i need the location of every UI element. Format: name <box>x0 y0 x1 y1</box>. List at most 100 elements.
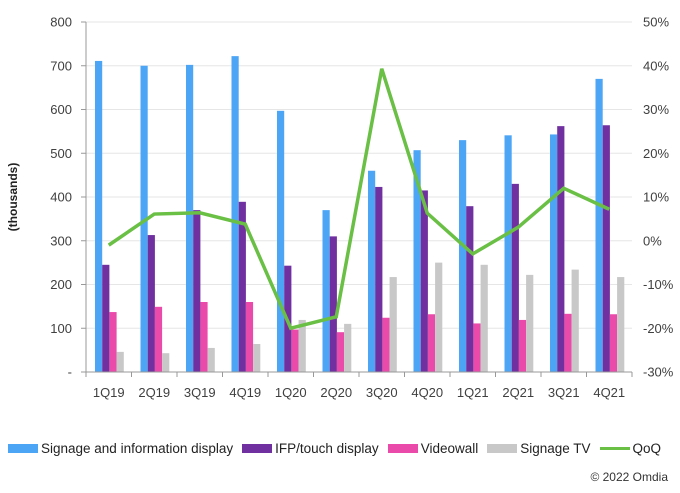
copyright: © 2022 Omdia <box>590 470 668 484</box>
legend-item-qoq: QoQ <box>599 441 662 456</box>
bar-videowall <box>427 314 436 372</box>
bar-ifp-touch-display <box>102 264 110 372</box>
x-tick-label: 3Q21 <box>548 385 580 400</box>
bar-videowall <box>382 317 390 372</box>
bar-ifp-touch-display <box>420 190 428 372</box>
bar-signage-tv <box>526 274 534 372</box>
bar-videowall <box>109 312 117 372</box>
legend-swatch-qoq <box>599 447 630 450</box>
bar-signage-tv <box>435 262 443 372</box>
bar-ifp-touch-display <box>466 206 474 372</box>
bar-signage-and-information-display <box>277 110 285 372</box>
x-tick-label: 1Q20 <box>275 385 307 400</box>
axes <box>81 21 633 377</box>
bar-signage-and-information-display <box>504 135 512 372</box>
bar-signage-and-information-display <box>186 64 194 372</box>
legend-item-signage-tv: Signage TV <box>487 441 591 456</box>
x-tick-label: 3Q20 <box>366 385 398 400</box>
x-tick-label: 4Q20 <box>411 385 443 400</box>
bar-ifp-touch-display <box>238 201 246 372</box>
bar-signage-tv <box>617 277 625 372</box>
bar-videowall <box>518 319 527 372</box>
bar-signage-and-information-display <box>95 60 103 372</box>
x-tick-label: 2Q20 <box>320 385 352 400</box>
x-tick-label: 4Q19 <box>229 385 261 400</box>
legend: Signage and information display IFP/touc… <box>8 441 678 456</box>
y2-tick-label: 20% <box>643 146 669 161</box>
y-axis-label: (thousands) <box>6 163 20 232</box>
bar-signage-and-information-display <box>550 134 558 372</box>
bar-signage-tv <box>571 269 579 372</box>
bar-signage-and-information-display <box>413 150 421 372</box>
legend-label-qoq: QoQ <box>632 441 662 456</box>
bar-ifp-touch-display <box>375 186 383 372</box>
legend-label-ifp: IFP/touch display <box>275 441 379 456</box>
legend-label-signage: Signage and information display <box>41 441 234 456</box>
bar-signage-and-information-display <box>595 78 603 372</box>
y-tick-label: 100 <box>50 321 72 336</box>
y-tick-label: 500 <box>50 146 72 161</box>
x-tick-label: 2Q21 <box>502 385 534 400</box>
bar-signage-tv <box>298 319 306 372</box>
y2-tick-label: 40% <box>643 58 669 73</box>
y-tick-label: 400 <box>50 190 72 205</box>
bar-signage-tv <box>389 277 397 372</box>
qoq-line <box>107 68 610 331</box>
qoq-line-layer <box>107 68 610 331</box>
bar-signage-tv <box>480 264 488 372</box>
y2-tick-label: -20% <box>643 321 674 336</box>
bar-videowall <box>473 323 481 372</box>
legend-item-signage: Signage and information display <box>8 441 233 456</box>
bar-ifp-touch-display <box>193 210 201 372</box>
y2-axis-ticks: -30% -20% -10% 0% 10% 20% 30% 40% 50% <box>643 15 674 380</box>
bar-signage-tv <box>344 323 352 372</box>
bar-ifp-touch-display <box>557 126 565 372</box>
y2-tick-label: -30% <box>643 365 674 380</box>
legend-item-videowall: Videowall <box>387 441 479 456</box>
y-tick-label: - <box>68 365 72 380</box>
legend-swatch-signage <box>8 444 38 453</box>
legend-swatch-ifp <box>242 444 273 453</box>
y-tick-label: 200 <box>50 277 72 292</box>
x-tick-label: 4Q21 <box>593 385 625 400</box>
x-tick-label: 1Q21 <box>457 385 489 400</box>
y2-tick-label: -10% <box>643 277 674 292</box>
y-tick-label: 800 <box>50 15 72 30</box>
x-axis-ticks: 1Q19 2Q19 3Q19 4Q19 1Q20 2Q20 3Q20 4Q20 1Q21 2Q21… <box>93 385 625 400</box>
legend-swatch-videowall <box>387 444 418 453</box>
y-axis-ticks: - 100 200 300 400 500 600 700 800 <box>50 15 72 380</box>
x-tick-label: 3Q19 <box>184 385 216 400</box>
bar-signage-tv <box>162 353 170 372</box>
gridlines <box>86 21 632 329</box>
y2-tick-label: 30% <box>643 102 669 117</box>
y2-tick-label: 0% <box>643 233 662 248</box>
x-tick-label: 2Q19 <box>138 385 170 400</box>
bar-signage-tv <box>116 351 124 372</box>
bar-videowall <box>245 302 254 372</box>
bar-signage-and-information-display <box>322 210 330 372</box>
legend-swatch-signage-tv <box>487 444 518 453</box>
chart: - 100 200 300 400 500 600 700 800 -30% -20% -10% 0%… <box>6 15 674 401</box>
bar-ifp-touch-display <box>147 235 155 372</box>
bar-ifp-touch-display <box>329 236 337 372</box>
y2-tick-label: 50% <box>643 15 669 30</box>
y-tick-label: 700 <box>50 58 72 73</box>
bar-signage-tv <box>253 344 261 372</box>
bar-signage-and-information-display <box>368 170 376 372</box>
bar-signage-tv <box>207 347 215 372</box>
bar-videowall <box>200 302 208 372</box>
bar-videowall <box>291 329 299 372</box>
y-tick-label: 300 <box>50 233 72 248</box>
bar-videowall <box>564 313 572 372</box>
legend-label-videowall: Videowall <box>420 441 479 456</box>
bar-videowall <box>154 306 163 372</box>
bar-signage-and-information-display <box>459 140 467 372</box>
bar-videowall <box>609 314 618 372</box>
x-tick-label: 1Q19 <box>93 385 125 400</box>
y2-tick-label: 10% <box>643 190 669 205</box>
y-tick-label: 600 <box>50 102 72 117</box>
bar-signage-and-information-display <box>231 56 239 372</box>
bar-ifp-touch-display <box>602 125 610 372</box>
legend-item-ifp: IFP/touch display <box>242 441 379 456</box>
bar-videowall <box>336 332 345 372</box>
